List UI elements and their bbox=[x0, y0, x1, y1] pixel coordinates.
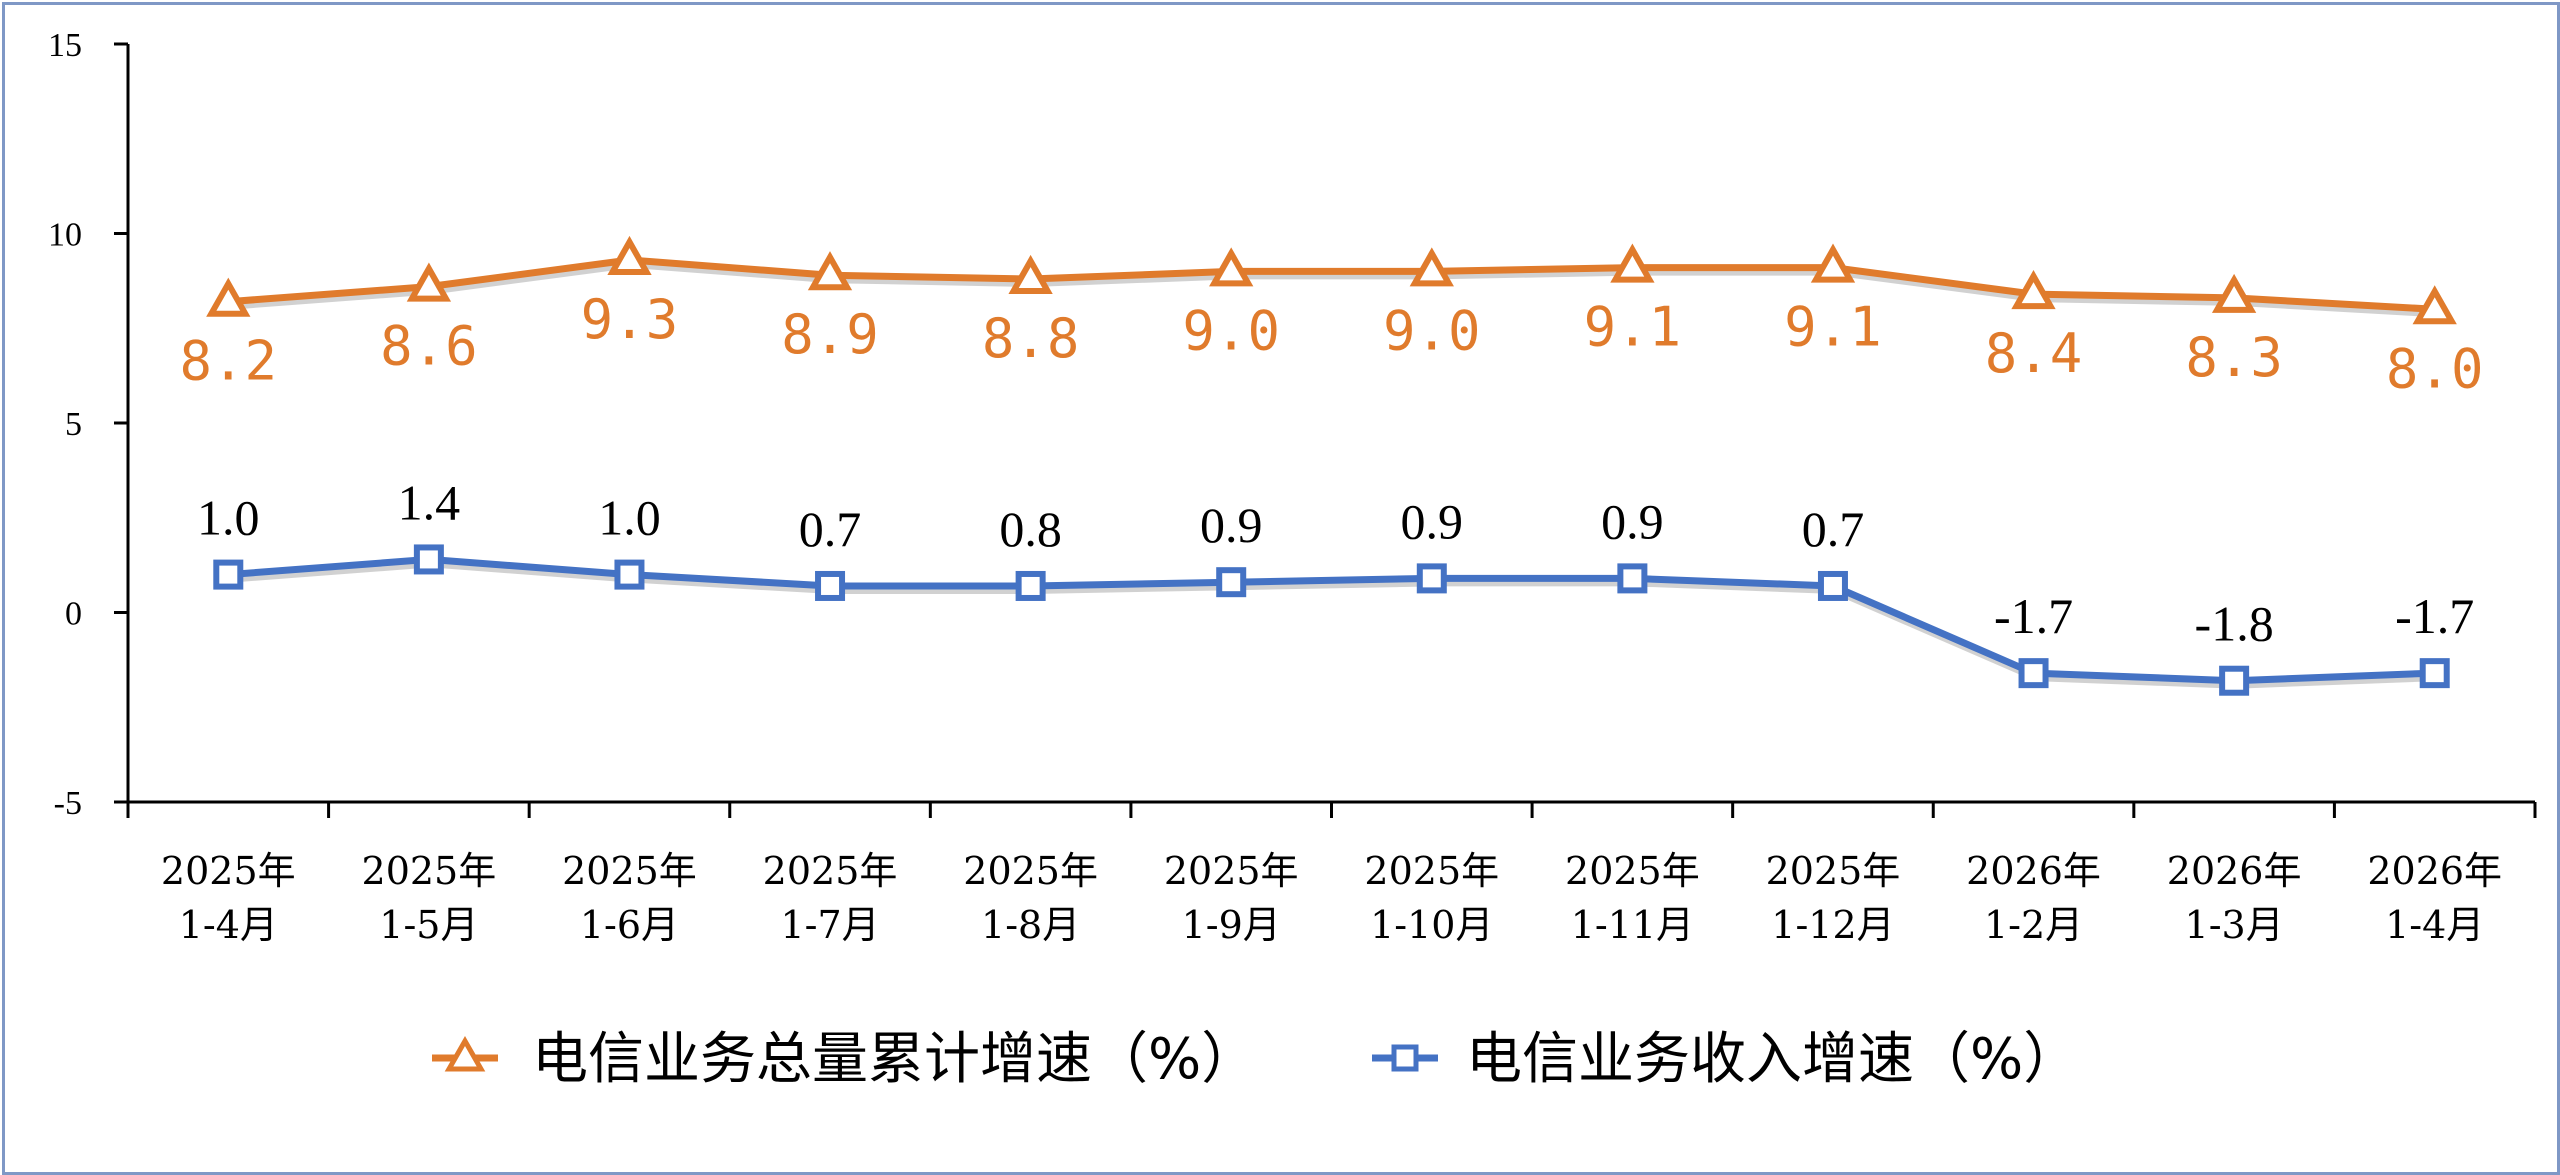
triangle-marker bbox=[1008, 254, 1053, 294]
x-tick-label-year: 2025年 bbox=[1766, 849, 1901, 893]
y-tick-label: 15 bbox=[48, 27, 82, 64]
series-line-shadow bbox=[229, 559, 2437, 689]
triangle-marker bbox=[2011, 270, 2056, 310]
y-tick-label: 10 bbox=[48, 217, 82, 254]
data-label-s2: 0.7 bbox=[799, 501, 862, 557]
data-label-s1: 9.0 bbox=[1182, 299, 1280, 362]
data-label-s2: 1.0 bbox=[197, 490, 260, 546]
data-label-s2: -1.7 bbox=[1994, 588, 2073, 644]
square-marker bbox=[815, 570, 846, 601]
data-label-s2: 1.4 bbox=[398, 474, 461, 530]
data-label-s2: 1.0 bbox=[598, 490, 661, 546]
x-tick-label-year: 2025年 bbox=[161, 849, 296, 893]
data-label-s1: 9.3 bbox=[581, 288, 679, 351]
data-label-s1: 9.1 bbox=[1584, 296, 1682, 359]
x-tick-label-year: 2026年 bbox=[2167, 849, 2302, 893]
legend-label: 电信业务收入增速（%） bbox=[1466, 1027, 2079, 1092]
data-label-s1: 8.8 bbox=[982, 307, 1080, 370]
data-label-s2: 0.8 bbox=[999, 501, 1062, 557]
x-tick-label-period: 1-3月 bbox=[2185, 903, 2284, 947]
square-marker bbox=[1216, 567, 1247, 598]
data-label-s1: 8.6 bbox=[380, 315, 478, 378]
square-marker bbox=[1817, 570, 1848, 601]
x-tick-label-year: 2026年 bbox=[2367, 849, 2502, 893]
y-tick-label: 0 bbox=[65, 596, 82, 633]
legend-label: 电信业务总量累计增速（%） bbox=[532, 1027, 1257, 1092]
series-line-2 bbox=[228, 555, 2435, 685]
legend-square-icon bbox=[1391, 1044, 1419, 1072]
data-label-s1: 8.0 bbox=[2386, 337, 2484, 400]
x-tick-label-period: 1-10月 bbox=[1370, 903, 1493, 947]
x-tick-label-period: 1-2月 bbox=[1984, 903, 2083, 947]
x-tick-label-period: 1-4月 bbox=[179, 903, 278, 947]
square-marker bbox=[2419, 658, 2450, 689]
data-label-s2: -1.7 bbox=[2395, 588, 2474, 644]
data-label-s1: 8.2 bbox=[180, 330, 278, 393]
x-tick-label-year: 2025年 bbox=[562, 849, 697, 893]
x-tick-label-year: 2025年 bbox=[362, 849, 497, 893]
series-line-1 bbox=[228, 256, 2435, 313]
x-tick-label-period: 1-4月 bbox=[2385, 903, 2484, 947]
triangle-marker bbox=[1409, 247, 1454, 287]
square-marker bbox=[2018, 658, 2049, 689]
data-label-s1: 9.1 bbox=[1784, 296, 1882, 359]
x-tick-label-period: 1-12月 bbox=[1771, 903, 1894, 947]
square-marker bbox=[413, 544, 444, 575]
square-marker bbox=[213, 559, 244, 590]
x-tick-label-year: 2026年 bbox=[1966, 849, 2101, 893]
triangle-marker bbox=[1209, 247, 1254, 287]
square-marker bbox=[1617, 563, 1648, 594]
y-tick-label: -5 bbox=[54, 785, 82, 822]
legend-triangle-icon bbox=[444, 1035, 486, 1072]
x-tick-label-year: 2025年 bbox=[763, 849, 898, 893]
x-tick-label-year: 2025年 bbox=[1565, 849, 1700, 893]
data-label-s2: -1.8 bbox=[2195, 596, 2274, 652]
triangle-marker bbox=[2211, 273, 2257, 313]
x-tick-label-year: 2025年 bbox=[1364, 849, 1499, 893]
x-tick-label-year: 2025年 bbox=[1164, 849, 1299, 893]
x-tick-label-period: 1-5月 bbox=[379, 903, 478, 947]
triangle-marker bbox=[807, 251, 853, 291]
data-label-s2: 0.9 bbox=[1200, 497, 1263, 553]
square-marker bbox=[1015, 570, 1046, 601]
y-tick-label: 5 bbox=[65, 406, 82, 443]
square-marker bbox=[614, 559, 645, 590]
data-label-s1: 8.3 bbox=[2185, 326, 2283, 389]
data-label-s1: 8.9 bbox=[781, 303, 879, 366]
triangle-marker bbox=[206, 277, 251, 317]
x-tick-label-year: 2025年 bbox=[963, 849, 1098, 893]
data-label-s2: 0.9 bbox=[1401, 493, 1464, 549]
x-tick-label-period: 1-6月 bbox=[580, 903, 679, 947]
data-label-s1: 9.0 bbox=[1383, 299, 1481, 362]
triangle-marker bbox=[406, 262, 452, 302]
data-label-s1: 8.4 bbox=[1985, 322, 2083, 385]
square-marker bbox=[1416, 563, 1447, 594]
triangle-marker bbox=[607, 235, 652, 275]
data-label-s2: 0.9 bbox=[1601, 493, 1664, 549]
x-tick-label-period: 1-7月 bbox=[780, 903, 879, 947]
square-marker bbox=[2219, 665, 2250, 696]
triangle-marker bbox=[2412, 285, 2457, 325]
data-label-s2: 0.7 bbox=[1802, 501, 1865, 557]
x-tick-label-period: 1-11月 bbox=[1571, 903, 1694, 947]
triangle-marker bbox=[1810, 243, 1856, 283]
triangle-marker bbox=[1610, 243, 1655, 283]
series-line-shadow bbox=[229, 260, 2437, 318]
x-tick-label-period: 1-8月 bbox=[981, 903, 1080, 947]
x-tick-label-period: 1-9月 bbox=[1182, 903, 1281, 947]
